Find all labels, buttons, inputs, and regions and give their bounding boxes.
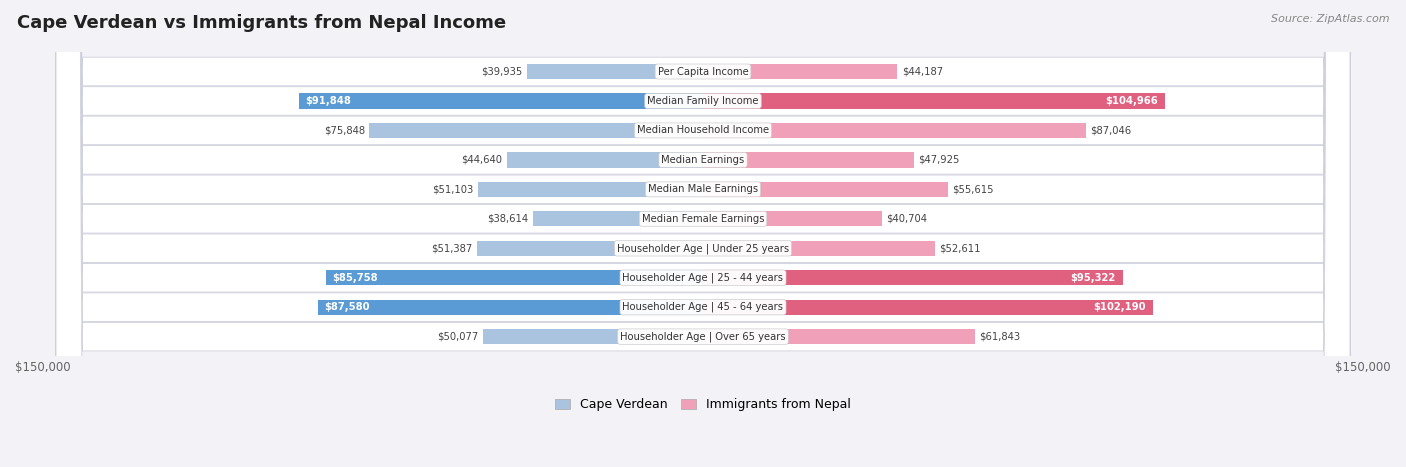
Text: Median Earnings: Median Earnings xyxy=(661,155,745,165)
Bar xyxy=(703,93,1166,109)
FancyBboxPatch shape xyxy=(56,0,1350,467)
Text: $102,190: $102,190 xyxy=(1094,302,1146,312)
Bar xyxy=(318,299,703,315)
Text: $104,966: $104,966 xyxy=(1105,96,1159,106)
Text: $75,848: $75,848 xyxy=(323,126,364,135)
Text: $51,387: $51,387 xyxy=(432,243,472,253)
Text: $39,935: $39,935 xyxy=(482,66,523,77)
FancyBboxPatch shape xyxy=(56,0,1350,467)
Text: Median Household Income: Median Household Income xyxy=(637,126,769,135)
Text: $91,848: $91,848 xyxy=(305,96,352,106)
Text: $51,103: $51,103 xyxy=(433,184,474,194)
Legend: Cape Verdean, Immigrants from Nepal: Cape Verdean, Immigrants from Nepal xyxy=(551,393,855,416)
Text: Median Female Earnings: Median Female Earnings xyxy=(641,214,765,224)
Bar xyxy=(533,211,703,226)
Text: $87,046: $87,046 xyxy=(1091,126,1132,135)
Bar xyxy=(703,299,1153,315)
Text: $47,925: $47,925 xyxy=(918,155,960,165)
Bar xyxy=(370,123,703,138)
Text: Householder Age | 45 - 64 years: Householder Age | 45 - 64 years xyxy=(623,302,783,312)
FancyBboxPatch shape xyxy=(56,0,1350,467)
FancyBboxPatch shape xyxy=(56,0,1350,467)
Bar xyxy=(703,270,1122,285)
Bar xyxy=(326,270,703,285)
Text: Cape Verdean vs Immigrants from Nepal Income: Cape Verdean vs Immigrants from Nepal In… xyxy=(17,14,506,32)
Bar xyxy=(506,152,703,168)
Text: $87,580: $87,580 xyxy=(325,302,370,312)
Text: Source: ZipAtlas.com: Source: ZipAtlas.com xyxy=(1271,14,1389,24)
Bar xyxy=(703,241,935,256)
Text: $38,614: $38,614 xyxy=(488,214,529,224)
Text: $61,843: $61,843 xyxy=(980,332,1021,342)
Text: $50,077: $50,077 xyxy=(437,332,478,342)
Text: $52,611: $52,611 xyxy=(939,243,980,253)
Text: Per Capita Income: Per Capita Income xyxy=(658,66,748,77)
Bar xyxy=(298,93,703,109)
Bar xyxy=(703,329,976,344)
FancyBboxPatch shape xyxy=(56,0,1350,467)
Text: Median Male Earnings: Median Male Earnings xyxy=(648,184,758,194)
Bar xyxy=(703,152,914,168)
FancyBboxPatch shape xyxy=(56,0,1350,467)
Text: $44,640: $44,640 xyxy=(461,155,502,165)
Text: Householder Age | 25 - 44 years: Householder Age | 25 - 44 years xyxy=(623,272,783,283)
Text: Median Family Income: Median Family Income xyxy=(647,96,759,106)
Text: $55,615: $55,615 xyxy=(952,184,994,194)
Text: $85,758: $85,758 xyxy=(332,273,378,283)
Bar xyxy=(482,329,703,344)
Bar xyxy=(703,64,897,79)
Bar xyxy=(478,182,703,197)
Text: Householder Age | Under 25 years: Householder Age | Under 25 years xyxy=(617,243,789,254)
Bar xyxy=(527,64,703,79)
FancyBboxPatch shape xyxy=(56,0,1350,467)
FancyBboxPatch shape xyxy=(56,0,1350,467)
Text: $40,704: $40,704 xyxy=(887,214,928,224)
Text: Householder Age | Over 65 years: Householder Age | Over 65 years xyxy=(620,332,786,342)
Text: $95,322: $95,322 xyxy=(1071,273,1116,283)
Bar xyxy=(703,123,1085,138)
Text: $44,187: $44,187 xyxy=(901,66,943,77)
Bar xyxy=(477,241,703,256)
Bar xyxy=(703,182,948,197)
FancyBboxPatch shape xyxy=(56,0,1350,467)
FancyBboxPatch shape xyxy=(56,0,1350,467)
Bar xyxy=(703,211,882,226)
